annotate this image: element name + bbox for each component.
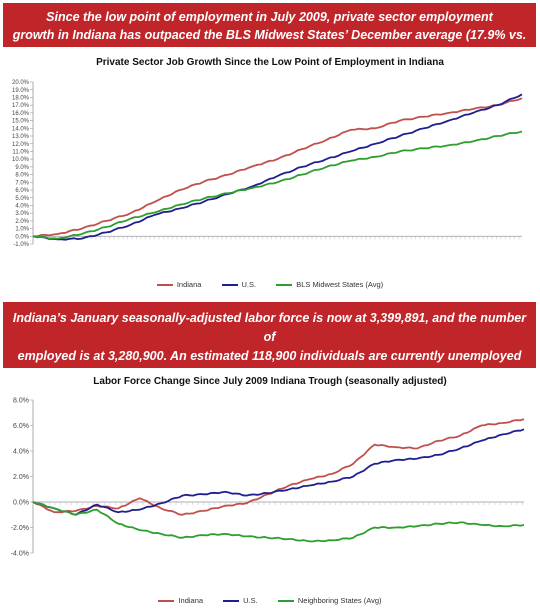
- y-tick-label: 8.0%: [15, 173, 29, 179]
- y-tick-label: -2.0%: [11, 525, 29, 532]
- labor-force-chart: -4.0% -2.0% 0.0% 2.0% 4.0% 6.0% 8.0%: [11, 397, 525, 557]
- y-tick-label: 10.0%: [12, 157, 30, 163]
- y-tick-label: 11.0%: [12, 150, 29, 156]
- series-line-bls-midwest-states-avg-: [32, 130, 523, 240]
- series-line-u-s-: [32, 428, 525, 516]
- chart-title-labor-force: Labor Force Change Since July 2009 India…: [93, 376, 447, 387]
- y-tick-label: 12.0%: [12, 142, 30, 148]
- legend-label: Indiana: [176, 280, 202, 289]
- legend-item-indiana: Indiana: [156, 280, 202, 289]
- legend-swatch: [223, 600, 240, 603]
- job-growth-chart: -1.0% 0.0%1.0% 2.0% 3.0%4.0% 5.0% 6.0% 7.0%8.0…: [12, 80, 523, 248]
- series-line-indiana: [32, 418, 525, 516]
- y-tick-label: 17.0%: [12, 103, 30, 109]
- legend-swatch: [156, 284, 173, 287]
- legend-label: Neighboring States (Avg): [297, 596, 382, 605]
- y-tick-label: 6.0%: [15, 188, 29, 194]
- legend-item-indiana: Indiana: [158, 596, 203, 605]
- legend-label: U.S.: [243, 596, 258, 605]
- y-tick-label: -1.0%: [13, 242, 29, 248]
- legend-item-midwest: BLS Midwest States (Avg): [276, 280, 383, 289]
- banner-line: Since the low point of employment in Jul…: [46, 10, 493, 24]
- legend-label: BLS Midwest States (Avg): [296, 280, 384, 289]
- y-tick-label: 0.0%: [15, 234, 29, 240]
- legend-job-growth: Indiana U.S. BLS Midwest States (Avg): [0, 280, 540, 289]
- banner-line: employed is at 3,280,900. An estimated 1…: [17, 349, 522, 363]
- legend-item-us: U.S.: [221, 280, 257, 289]
- y-tick-label: 2.0%: [13, 474, 29, 481]
- y-tick-label: 4.0%: [13, 448, 29, 455]
- y-tick-label: 13.0%: [12, 134, 30, 140]
- y-tick-label: 19.0%: [12, 88, 30, 94]
- banner-line: Indiana’s January seasonally-adjusted la…: [12, 311, 527, 344]
- headline-banner-employment-growth: Since the low point of employment in Jul…: [3, 3, 536, 60]
- legend-swatch: [276, 284, 293, 287]
- y-tick-label: 6.0%: [13, 423, 29, 430]
- series-line-u-s-: [32, 93, 523, 241]
- y-tick-label: 14.0%: [12, 126, 30, 132]
- legend-swatch: [221, 284, 238, 287]
- y-tick-label: 0.0%: [13, 499, 29, 506]
- y-tick-label: -4.0%: [11, 550, 29, 557]
- banner-line: and seeking employment.: [193, 368, 346, 382]
- legend-label: U.S.: [241, 280, 257, 289]
- y-tick-label: 3.0%: [15, 211, 29, 217]
- y-tick-label: 16.0%: [12, 111, 30, 117]
- legend-item-us: U.S.: [223, 596, 258, 605]
- headline-banner-labor-force: Indiana’s January seasonally-adjusted la…: [3, 302, 536, 382]
- banner-line: growth in Indiana has outpaced the BLS M…: [12, 28, 527, 60]
- legend-swatch: [158, 600, 175, 603]
- y-tick-label: 20.0%: [12, 80, 30, 86]
- legend-swatch: [277, 600, 294, 603]
- y-tick-label: 9.0%: [15, 165, 29, 171]
- y-tick-label: 8.0%: [13, 397, 29, 404]
- y-tick-label: 4.0%: [15, 204, 29, 210]
- chart-title-job-growth: Private Sector Job Growth Since the Low …: [96, 57, 444, 68]
- y-tick-label: 15.0%: [12, 119, 30, 125]
- legend-item-neighboring: Neighboring States (Avg): [277, 596, 382, 605]
- legend-labor-force: Indiana U.S. Neighboring States (Avg): [0, 596, 540, 605]
- y-tick-label: 1.0%: [15, 227, 29, 233]
- series-line-neighboring-states-avg-: [32, 501, 525, 543]
- legend-label: Indiana: [178, 596, 204, 605]
- series-line-indiana: [33, 97, 523, 238]
- y-tick-label: 18.0%: [12, 96, 30, 102]
- y-tick-label: 5.0%: [15, 196, 29, 202]
- y-tick-label: 2.0%: [15, 219, 29, 225]
- y-tick-label: 7.0%: [15, 180, 29, 186]
